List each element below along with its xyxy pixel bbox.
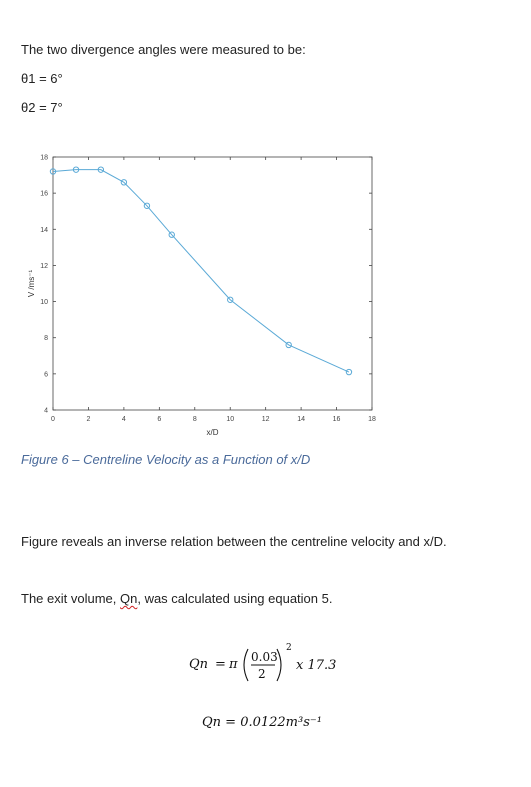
y-tick-label: 12: [40, 263, 48, 270]
equation-lhs: Qn: [189, 657, 209, 672]
data-point: [97, 166, 105, 173]
intro-text: The two divergence angles were measured …: [21, 42, 306, 57]
x-tick-label: 6: [157, 416, 161, 423]
data-point: [120, 179, 128, 186]
y-tick-label: 10: [40, 299, 48, 306]
x-tick-label: 16: [333, 416, 341, 423]
x-tick-label: 4: [122, 416, 126, 423]
y-tick-label: 18: [40, 155, 48, 162]
figure-caption: Figure 6 – Centreline Velocity as a Func…: [21, 452, 311, 467]
equation-denominator: 2: [258, 667, 266, 681]
equation-pi: π: [229, 657, 238, 672]
x-tick-label: 0: [51, 416, 55, 423]
y-tick-label: 16: [40, 191, 48, 198]
equation-power: 2: [286, 643, 292, 653]
para2-before: The exit volume,: [21, 591, 120, 606]
equation-result: Qn = 0.0122m³s⁻¹: [202, 715, 322, 730]
y-axis-label: V /ms⁻¹: [27, 270, 36, 298]
paragraph-inverse-relation: Figure reveals an inverse relation betwe…: [21, 534, 447, 549]
x-axis-label: x/D: [207, 428, 219, 437]
x-tick-label: 18: [368, 416, 376, 423]
y-tick-label: 4: [44, 408, 48, 415]
data-point: [285, 341, 292, 349]
series-line: [52, 169, 350, 373]
data-point: [72, 166, 80, 173]
data-point: [143, 202, 151, 209]
y-tick-label: 8: [44, 335, 48, 342]
x-tick-label: 12: [262, 416, 270, 423]
y-tick-label: 14: [40, 227, 48, 234]
data-point: [345, 368, 353, 376]
data-point: [49, 168, 57, 175]
velocity-chart: 0 2 4 6 8 10 12 14 16 18 4 6 8 10 12 14 16 18 x/D V /ms⁻¹: [27, 155, 376, 438]
theta2-text: θ2 = 7°: [21, 100, 63, 115]
x-tick-label: 10: [226, 416, 234, 423]
plot-frame: [52, 156, 373, 411]
theta1-text: θ1 = 6°: [21, 71, 63, 86]
x-tick-label: 2: [86, 416, 90, 423]
y-tick-label: 6: [44, 371, 48, 378]
paragraph-exit-volume: The exit volume, Qn, was calculated usin…: [21, 591, 332, 606]
equation-numerator: 0.03: [251, 650, 278, 664]
equation-equals: =: [215, 657, 226, 672]
equation-parentheses: [243, 648, 282, 682]
para2-after: , was calculated using equation 5.: [137, 591, 333, 606]
equation-times: x 17.3: [296, 658, 337, 673]
spellcheck-word: Qn: [120, 591, 138, 606]
x-tick-label: 14: [297, 416, 305, 423]
data-point: [168, 231, 175, 238]
data-point: [227, 296, 234, 303]
x-tick-label: 8: [193, 416, 197, 423]
